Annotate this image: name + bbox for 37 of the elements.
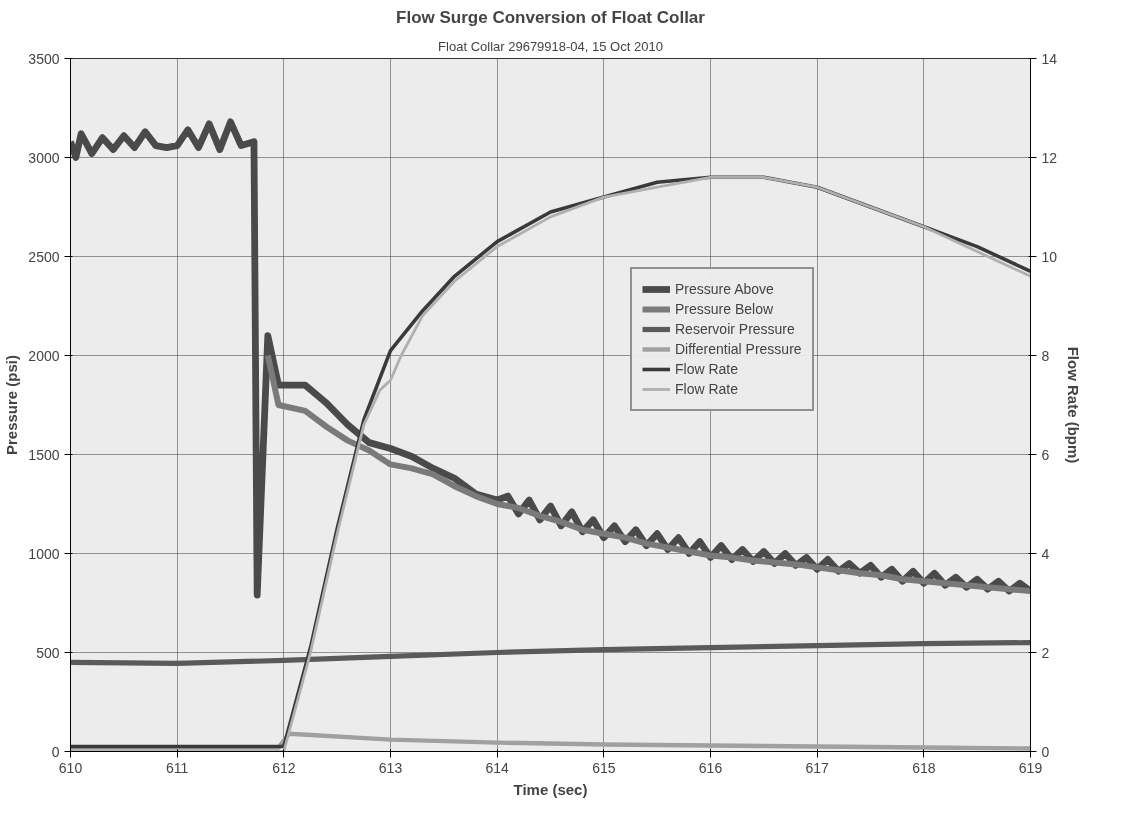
x-tick-label: 617 (805, 759, 830, 776)
y-tick-label: 2500 (28, 248, 60, 265)
y2-tick-label: 2 (1041, 644, 1050, 661)
y-tick-label: 3000 (28, 149, 60, 166)
x-tick-label: 619 (1018, 759, 1043, 776)
chart-subtitle: Float Collar 29679918-04, 15 Oct 2010 (438, 38, 663, 54)
legend-label: Differential Pressure (675, 341, 802, 357)
y2-tick-label: 8 (1041, 347, 1050, 364)
y2-tick-label: 14 (1041, 50, 1058, 67)
x-tick-label: 615 (592, 759, 616, 776)
legend-label: Pressure Above (675, 281, 774, 297)
y2-tick-label: 0 (1041, 743, 1050, 760)
legend-label: Pressure Below (675, 301, 774, 317)
x-tick-label: 610 (58, 759, 83, 776)
y2-tick-label: 6 (1041, 446, 1050, 463)
x-tick-label: 618 (912, 759, 936, 776)
y2-tick-label: 10 (1041, 248, 1058, 265)
x-tick-label: 616 (698, 759, 723, 776)
y-tick-label: 500 (36, 644, 60, 661)
x-tick-label: 614 (485, 759, 510, 776)
y-tick-label: 1500 (28, 446, 60, 463)
y-axis-title: Pressure (psi) (3, 354, 21, 456)
legend-label: Flow Rate (675, 381, 739, 397)
y-tick-label: 1000 (28, 545, 60, 562)
y2-axis-title: Flow Rate (bpm) (1065, 346, 1083, 464)
x-tick-label: 612 (272, 759, 296, 776)
y2-tick-label: 12 (1041, 149, 1058, 166)
y2-tick-label: 4 (1041, 545, 1050, 562)
y-tick-label: 2000 (28, 347, 60, 364)
x-tick-label: 611 (166, 759, 189, 776)
y-tick-label: 3500 (28, 50, 60, 67)
legend-label: Reservoir Pressure (675, 321, 795, 337)
y-tick-label: 0 (51, 743, 60, 760)
x-axis-title: Time (sec) (513, 780, 588, 798)
x-tick-label: 613 (378, 759, 403, 776)
legend-label: Flow Rate (675, 361, 739, 377)
chart-title: Flow Surge Conversion of Float Collar (396, 7, 706, 27)
